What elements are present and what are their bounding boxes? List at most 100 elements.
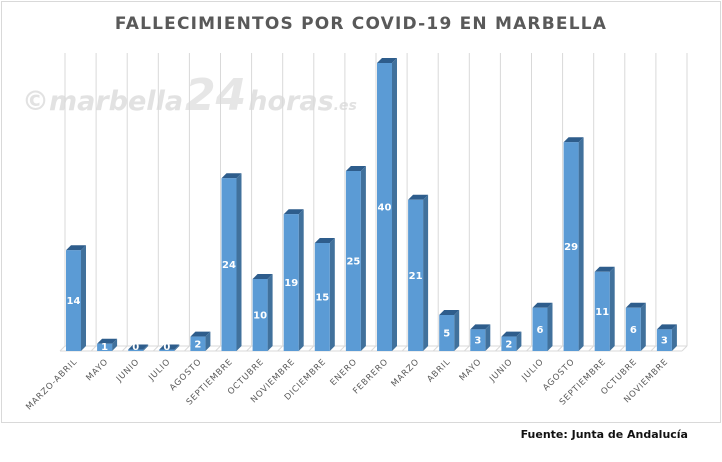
floor-grid-segment <box>619 345 626 352</box>
bar-top <box>594 266 615 272</box>
bar <box>377 58 397 351</box>
watermark-prefix: ©marbella <box>22 86 183 117</box>
floor-grid-segment <box>463 345 470 352</box>
floor-grid-segment <box>152 345 159 352</box>
bar-side <box>81 245 86 351</box>
bar-front <box>656 329 672 351</box>
bar <box>190 331 211 351</box>
bar <box>501 331 522 351</box>
floor-grid-segment <box>90 345 97 352</box>
floor-grid-segment <box>681 345 688 352</box>
bar <box>252 274 273 351</box>
bar-front <box>252 279 268 351</box>
bar <box>532 302 553 351</box>
bar-side <box>640 302 646 351</box>
bar <box>283 209 304 351</box>
bar-side <box>360 166 366 351</box>
bar-side <box>298 209 304 351</box>
bar-side <box>392 58 397 351</box>
bar-side <box>485 324 491 351</box>
data-label: 0 <box>132 342 139 353</box>
data-label: 11 <box>595 307 609 318</box>
bar <box>314 238 335 351</box>
floor-grid-segment <box>339 345 346 352</box>
data-label: 2 <box>505 339 512 350</box>
bar-side <box>329 238 335 351</box>
bar <box>221 173 242 351</box>
bar-top <box>190 331 211 337</box>
x-tick-label: MARZO <box>389 357 421 389</box>
bar-side <box>143 344 149 351</box>
watermark-number: 24 <box>185 70 246 121</box>
bar-front <box>532 307 548 351</box>
data-label: 21 <box>409 271 423 282</box>
bar-front <box>563 142 579 351</box>
bar <box>439 310 460 351</box>
floor-grid-segment <box>432 345 439 352</box>
bar-side <box>205 331 211 351</box>
data-label: 3 <box>661 336 668 347</box>
floor-grid-segment <box>401 345 408 352</box>
bar-front <box>345 171 361 351</box>
floor-grid-segment <box>495 345 501 352</box>
bar-top <box>625 302 646 308</box>
bar-top <box>501 331 522 337</box>
bar <box>128 344 149 351</box>
bar-front <box>377 63 392 351</box>
bars <box>66 58 677 351</box>
bar <box>66 245 86 351</box>
bar-top <box>563 137 584 143</box>
floor-grid-segment <box>121 345 128 352</box>
bar-top <box>159 344 180 350</box>
bar-top <box>377 58 397 63</box>
bar-top <box>470 324 491 330</box>
bar-side <box>454 310 460 351</box>
bar-front <box>66 250 81 351</box>
floor-grid-segment <box>184 345 190 352</box>
bar-front <box>594 271 610 351</box>
floor-grid-segment <box>650 345 657 352</box>
bar <box>563 137 584 351</box>
bar-front <box>283 214 299 351</box>
bar-front <box>470 329 486 351</box>
bar-front <box>314 243 330 351</box>
data-label: 5 <box>443 329 450 340</box>
floor-grid-segment <box>370 345 377 352</box>
data-label: 40 <box>378 203 392 214</box>
svg-text:©marbella24horas.es: ©marbella24horas.es <box>22 70 357 121</box>
x-tick-label: ABRIL <box>425 357 452 384</box>
bar-front <box>190 336 206 351</box>
watermark-suffix: horas <box>248 86 333 117</box>
bar-top <box>345 166 366 171</box>
bar-top <box>97 338 118 344</box>
x-axis-tick-labels: MARZO-ABRIL MAYO JUNIO JULIOAGOSTOSEPTIEMBR… <box>24 357 670 412</box>
bar-front <box>159 349 175 351</box>
bar <box>159 344 180 351</box>
bar-top <box>283 209 304 215</box>
bar-side <box>236 173 242 351</box>
data-label: 3 <box>474 336 481 347</box>
bar-top <box>439 310 460 315</box>
data-label: 25 <box>346 257 360 268</box>
bar <box>594 266 615 351</box>
x-tick-label: JULIO <box>519 357 546 384</box>
floor-grid-segment <box>588 345 595 352</box>
floor-grid-segment <box>277 345 284 352</box>
bar-front <box>221 178 237 351</box>
bar-front <box>408 199 424 351</box>
data-label: 14 <box>67 296 81 307</box>
bar-side <box>516 331 522 351</box>
bar-top <box>66 245 86 251</box>
bar <box>408 194 429 351</box>
bar-side <box>267 274 273 351</box>
data-label: 24 <box>222 260 236 271</box>
floor-grid-segment <box>246 345 252 352</box>
bar-front <box>501 336 517 351</box>
bar-front <box>97 343 113 351</box>
floor-grid-segment <box>557 345 563 352</box>
bar-top <box>408 194 429 200</box>
bar <box>470 324 491 351</box>
